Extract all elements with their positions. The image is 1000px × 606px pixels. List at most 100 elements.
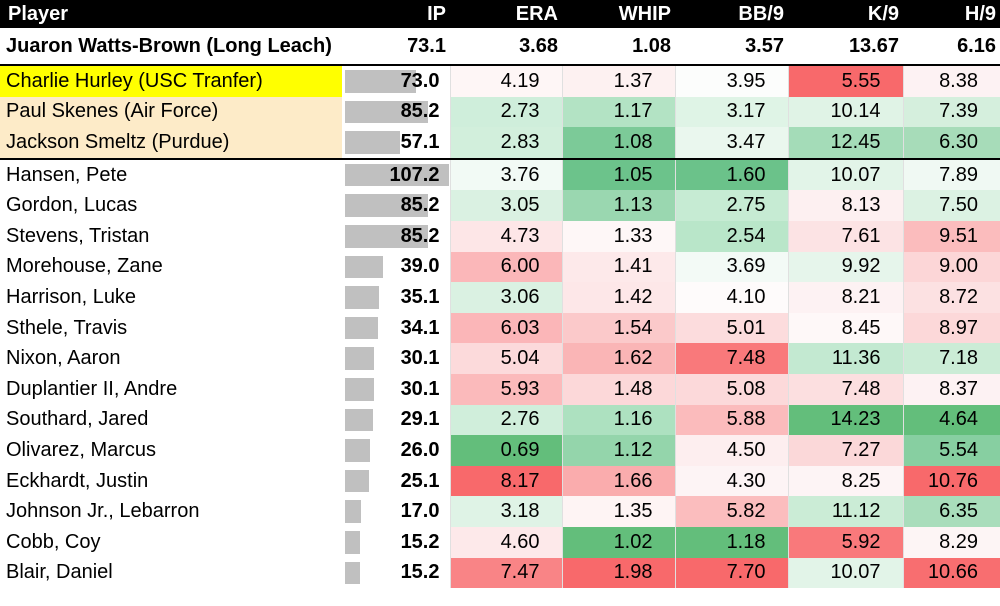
- whip-cell[interactable]: 1.12: [561, 435, 675, 466]
- header-k9[interactable]: K/9: [788, 0, 903, 28]
- table-row[interactable]: Nixon, Aaron 30.1 5.04 1.62 7.48 11.36 7.18: [0, 343, 1000, 374]
- whip-cell[interactable]: 1.37: [561, 65, 675, 97]
- k9-cell[interactable]: 10.07: [787, 557, 903, 589]
- whip-cell[interactable]: 1.05: [561, 158, 675, 191]
- ip-cell[interactable]: 85.2: [342, 97, 450, 128]
- table-row[interactable]: Olivarez, Marcus 26.0 0.69 1.12 4.50 7.27 5.54: [0, 435, 1000, 466]
- k9-cell[interactable]: 9.92: [787, 251, 903, 283]
- table-row[interactable]: Hansen, Pete 107.2 3.76 1.05 1.60 10.07 7.89: [0, 158, 1000, 191]
- table-row[interactable]: Cobb, Coy 15.2 4.60 1.02 1.18 5.92 8.29: [0, 526, 1000, 558]
- bb9-cell[interactable]: 4.10: [674, 282, 788, 313]
- whip-cell[interactable]: 1.02: [561, 526, 675, 558]
- k9-cell[interactable]: 5.55: [787, 65, 903, 97]
- h9-cell[interactable]: 9.51: [902, 220, 1000, 252]
- player-name-cell[interactable]: Southard, Jared: [6, 408, 149, 431]
- h9-cell[interactable]: 8.29: [902, 526, 1000, 558]
- table-row[interactable]: Johnson Jr., Lebarron 17.0 3.18 1.35 5.82 11.…: [0, 496, 1000, 527]
- table-row[interactable]: Eckhardt, Justin 25.1 8.17 1.66 4.30 8.25 10.7…: [0, 465, 1000, 497]
- h9-cell[interactable]: 7.89: [902, 158, 1000, 191]
- whip-cell[interactable]: 1.62: [561, 343, 675, 374]
- k9-cell[interactable]: 8.21: [787, 282, 903, 313]
- player-name-cell[interactable]: Sthele, Travis: [6, 316, 128, 339]
- bb9-cell[interactable]: 7.48: [674, 343, 788, 374]
- k9-cell[interactable]: 5.92: [787, 526, 903, 558]
- player-name-cell[interactable]: Olivarez, Marcus: [6, 438, 157, 461]
- k9-cell[interactable]: 7.48: [787, 373, 903, 405]
- ip-cell[interactable]: 85.2: [342, 221, 450, 252]
- header-bb9[interactable]: BB/9: [675, 0, 788, 28]
- whip-cell[interactable]: 1.54: [561, 312, 675, 344]
- player-name-cell[interactable]: Hansen, Pete: [6, 163, 128, 186]
- era-cell[interactable]: 3.76: [449, 158, 562, 191]
- era-cell[interactable]: 5.93: [449, 373, 562, 405]
- era-cell[interactable]: 4.19: [449, 65, 562, 97]
- header-h9[interactable]: H/9: [903, 0, 1000, 28]
- era-cell[interactable]: 3.18: [449, 496, 562, 527]
- whip-cell[interactable]: 1.35: [561, 496, 675, 527]
- table-row[interactable]: Charlie Hurley (USC Tranfer) 73.0 4.19 1.37…: [0, 65, 1000, 97]
- k9-cell[interactable]: 7.61: [787, 220, 903, 252]
- h9-cell[interactable]: 10.76: [902, 465, 1000, 497]
- ip-cell[interactable]: 26.0: [342, 435, 450, 466]
- bb9-cell[interactable]: 3.17: [674, 96, 788, 128]
- player-name-cell[interactable]: Gordon, Lucas: [6, 194, 138, 217]
- whip-cell[interactable]: 1.98: [561, 557, 675, 589]
- k9-cell[interactable]: 8.25: [787, 465, 903, 497]
- era-cell[interactable]: 6.03: [449, 312, 562, 344]
- h9-cell[interactable]: 7.50: [902, 190, 1000, 221]
- player-name-cell[interactable]: Stevens, Tristan: [6, 224, 150, 247]
- h9-cell[interactable]: 6.35: [902, 496, 1000, 527]
- player-name-cell[interactable]: Eckhardt, Justin: [6, 469, 149, 492]
- player-name-cell[interactable]: Blair, Daniel: [6, 561, 113, 584]
- h9-cell[interactable]: 7.39: [902, 96, 1000, 128]
- k9-cell[interactable]: 7.27: [787, 435, 903, 466]
- table-row[interactable]: Southard, Jared 29.1 2.76 1.16 5.88 14.23 4.64: [0, 404, 1000, 436]
- k9-cell[interactable]: 8.13: [787, 190, 903, 221]
- k9-cell[interactable]: 11.12: [787, 496, 903, 527]
- header-player[interactable]: Player: [0, 0, 342, 28]
- header-era[interactable]: ERA: [450, 0, 562, 28]
- era-cell[interactable]: 7.47: [449, 557, 562, 589]
- header-ip[interactable]: IP: [342, 0, 450, 28]
- ip-cell[interactable]: 30.1: [342, 374, 450, 405]
- era-cell[interactable]: 2.83: [449, 127, 562, 160]
- table-row[interactable]: Paul Skenes (Air Force) 85.2 2.73 1.17 3.17 1…: [0, 96, 1000, 128]
- h9-cell[interactable]: 7.18: [902, 343, 1000, 374]
- ip-cell[interactable]: 25.1: [342, 466, 450, 497]
- whip-cell[interactable]: 1.16: [561, 404, 675, 436]
- bb9-cell[interactable]: 5.01: [674, 312, 788, 344]
- ip-cell[interactable]: 30.1: [342, 343, 450, 374]
- player-name-cell[interactable]: Cobb, Coy: [6, 530, 101, 553]
- player-name-cell[interactable]: Morehouse, Zane: [6, 255, 163, 278]
- ip-cell[interactable]: 15.2: [342, 527, 450, 558]
- table-row[interactable]: Sthele, Travis 34.1 6.03 1.54 5.01 8.45 8.97: [0, 312, 1000, 344]
- bb9-cell[interactable]: 4.30: [674, 465, 788, 497]
- player-name-cell[interactable]: Charlie Hurley (USC Tranfer): [0, 65, 342, 97]
- table-row[interactable]: Harrison, Luke 35.1 3.06 1.42 4.10 8.21 8.72: [0, 282, 1000, 313]
- ip-cell[interactable]: 39.0: [342, 252, 450, 283]
- h9-cell[interactable]: 5.54: [902, 435, 1000, 466]
- k9-cell[interactable]: 8.45: [787, 312, 903, 344]
- h9-cell[interactable]: 6.30: [902, 127, 1000, 160]
- table-row[interactable]: Blair, Daniel 15.2 7.47 1.98 7.70 10.07 10.66: [0, 557, 1000, 589]
- era-cell[interactable]: 2.73: [449, 96, 562, 128]
- bb9-cell[interactable]: 2.75: [674, 190, 788, 221]
- ip-cell[interactable]: 17.0: [342, 496, 450, 527]
- era-cell[interactable]: 4.60: [449, 526, 562, 558]
- bb9-cell[interactable]: 5.88: [674, 404, 788, 436]
- h9-cell[interactable]: 8.38: [902, 65, 1000, 97]
- player-name-cell[interactable]: Johnson Jr., Lebarron: [6, 500, 200, 523]
- bb9-cell[interactable]: 7.70: [674, 557, 788, 589]
- k9-cell[interactable]: 10.07: [787, 158, 903, 191]
- whip-cell[interactable]: 1.13: [561, 190, 675, 221]
- h9-cell[interactable]: 8.37: [902, 373, 1000, 405]
- bb9-cell[interactable]: 2.54: [674, 220, 788, 252]
- ip-cell[interactable]: 85.2: [342, 190, 450, 221]
- player-name-cell[interactable]: Duplantier II, Andre: [6, 377, 178, 400]
- bb9-cell[interactable]: 5.82: [674, 496, 788, 527]
- k9-cell[interactable]: 11.36: [787, 343, 903, 374]
- ip-cell[interactable]: 35.1: [342, 282, 450, 313]
- whip-cell[interactable]: 1.17: [561, 96, 675, 128]
- header-whip[interactable]: WHIP: [562, 0, 675, 28]
- whip-cell[interactable]: 1.42: [561, 282, 675, 313]
